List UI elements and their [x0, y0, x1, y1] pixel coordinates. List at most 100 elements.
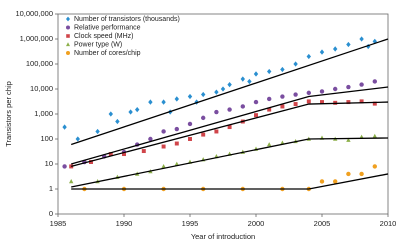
- point: [253, 99, 259, 105]
- point: [359, 82, 364, 87]
- point: [293, 61, 298, 67]
- point: [372, 38, 377, 45]
- point: [201, 91, 206, 98]
- trend-line: [71, 86, 389, 165]
- y-tick-label: 10: [45, 159, 53, 168]
- point: [174, 161, 179, 166]
- point: [227, 125, 232, 130]
- y-tick-label: 10,000: [30, 84, 53, 93]
- point: [306, 90, 311, 96]
- point: [62, 124, 67, 130]
- point: [187, 93, 193, 100]
- point: [372, 79, 377, 84]
- legend-marker: [66, 34, 70, 38]
- point: [69, 179, 74, 184]
- point: [346, 41, 351, 48]
- point: [161, 99, 166, 105]
- point: [108, 152, 113, 157]
- y-tick-label: 100,000: [26, 59, 53, 68]
- x-axis-title: Year of introduction: [191, 232, 255, 241]
- legend-label: Clock speed (MHz): [74, 33, 134, 40]
- trend-line: [71, 173, 389, 190]
- point: [319, 89, 325, 94]
- point: [75, 136, 80, 142]
- point: [161, 144, 166, 149]
- point: [161, 164, 166, 169]
- point: [187, 121, 193, 127]
- x-tick-label: 2000: [248, 219, 265, 228]
- point: [141, 149, 146, 154]
- point: [267, 107, 272, 112]
- x-tick-label: 1990: [116, 219, 133, 228]
- legend-label: Number of transistors (thousands): [74, 16, 180, 23]
- point: [293, 92, 298, 97]
- point: [122, 152, 126, 157]
- point: [240, 76, 245, 82]
- y-tick-label: 0: [49, 209, 53, 218]
- point: [320, 100, 324, 105]
- point: [372, 164, 377, 169]
- point: [253, 71, 259, 77]
- point: [346, 84, 351, 90]
- point: [267, 68, 272, 75]
- x-tick-label: 1985: [50, 219, 67, 228]
- point: [188, 137, 192, 141]
- point: [372, 133, 377, 138]
- point: [148, 99, 153, 105]
- point: [254, 113, 258, 118]
- point: [346, 100, 351, 105]
- x-tick-label: 2010: [380, 219, 397, 228]
- point: [306, 53, 311, 60]
- point: [201, 132, 206, 137]
- point: [333, 46, 338, 52]
- point: [280, 104, 285, 109]
- trend-line: [70, 38, 389, 146]
- legend-label: Power type (W): [74, 41, 122, 48]
- point: [267, 96, 272, 102]
- point: [95, 128, 100, 135]
- y-tick-label: 1,000,000: [20, 34, 53, 43]
- legend-marker: [66, 42, 70, 47]
- legend-label: Relative performance: [74, 24, 141, 31]
- point: [319, 49, 325, 55]
- y-tick-label: 1,000: [34, 109, 53, 118]
- point: [372, 101, 377, 106]
- point: [201, 115, 206, 121]
- point: [161, 129, 166, 134]
- point: [333, 86, 338, 92]
- point: [214, 129, 219, 134]
- trend-line: [71, 137, 389, 188]
- point: [174, 96, 179, 102]
- point: [148, 136, 153, 142]
- x-tick-label: 2005: [314, 219, 331, 228]
- point: [306, 99, 311, 104]
- point: [267, 142, 272, 147]
- legend-label: Number of cores/chip: [74, 50, 141, 57]
- point: [115, 118, 120, 125]
- y-tick-label: 10,000,000: [15, 9, 53, 18]
- point: [333, 179, 338, 184]
- point: [214, 89, 219, 95]
- y-tick-label: 1: [49, 184, 53, 193]
- point: [220, 86, 226, 92]
- point: [319, 179, 325, 184]
- y-tick-label: 100: [40, 134, 53, 143]
- point: [62, 164, 67, 169]
- x-tick-label: 1995: [182, 219, 199, 228]
- point: [214, 109, 219, 115]
- point: [280, 94, 285, 99]
- legend-marker: [66, 25, 70, 30]
- point: [280, 66, 285, 73]
- point: [69, 164, 74, 169]
- legend-marker: [66, 16, 70, 22]
- point: [359, 99, 364, 104]
- point: [359, 36, 364, 42]
- point: [359, 171, 364, 177]
- point: [346, 137, 351, 142]
- point: [89, 160, 93, 165]
- point: [128, 109, 133, 115]
- point: [174, 126, 179, 132]
- point: [293, 102, 298, 107]
- y-axis-title: Transistors per chip: [4, 81, 13, 147]
- point: [240, 104, 245, 109]
